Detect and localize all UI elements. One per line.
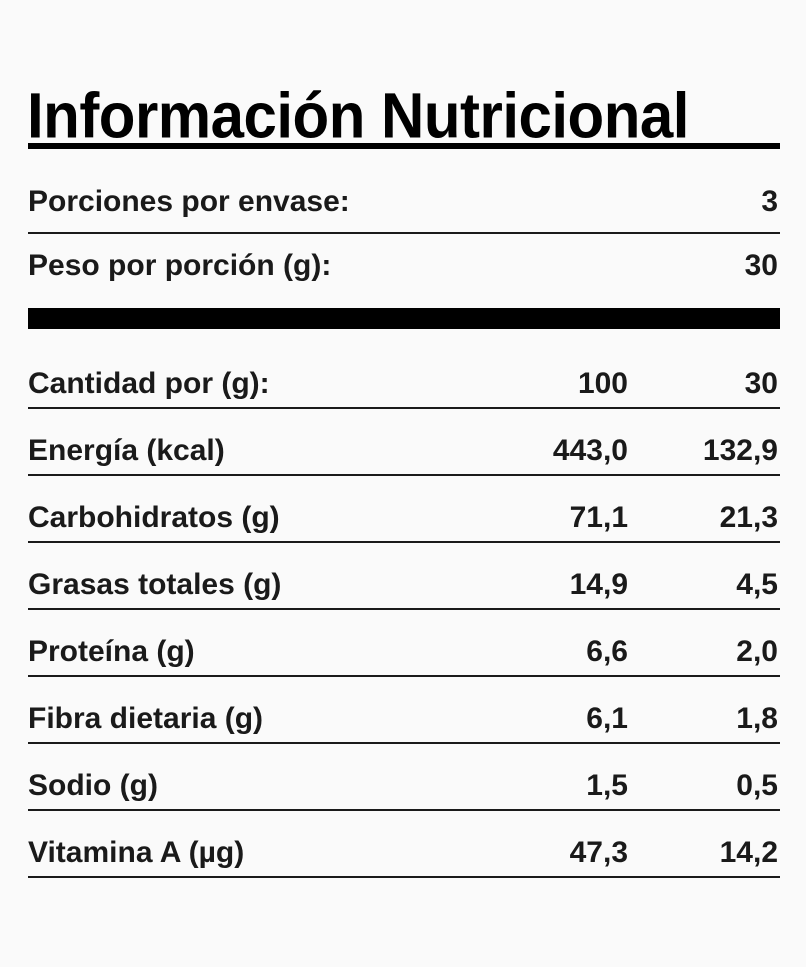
row-divider — [28, 809, 780, 811]
nutrient-label: Sodio (g) — [28, 769, 158, 802]
table-row-carbohydrates: Carbohidratos (g) 71,1 21,3 — [28, 498, 780, 538]
row-divider — [28, 407, 780, 409]
row-divider — [28, 608, 780, 610]
table-row-protein: Proteína (g) 6,6 2,0 — [28, 632, 780, 672]
thick-divider — [28, 308, 780, 329]
portions-label: Porciones por envase: — [28, 185, 350, 218]
label-title: Información Nutricional — [27, 80, 689, 152]
value-per-100: 71,1 — [569, 501, 628, 534]
table-row-energy: Energía (kcal) 443,0 132,9 — [28, 431, 780, 471]
value-per-portion: 4,5 — [736, 568, 778, 601]
table-row-sodium: Sodio (g) 1,5 0,5 — [28, 766, 780, 806]
nutrient-label: Energía (kcal) — [28, 434, 225, 467]
value-per-100: 6,1 — [586, 702, 628, 735]
table-row-vitamin-a: Vitamina A (µg) 47,3 14,2 — [28, 833, 780, 873]
value-per-100: 47,3 — [569, 836, 628, 869]
portions-row: Porciones por envase: 3 — [28, 182, 780, 222]
nutrient-label: Fibra dietaria (g) — [28, 702, 264, 735]
value-per-portion: 1,8 — [736, 702, 778, 735]
table-header-row: Cantidad por (g): 100 30 — [28, 364, 780, 404]
header-col-100: 100 — [577, 367, 628, 400]
row-divider — [28, 742, 780, 744]
serving-weight-row: Peso por porción (g): 30 — [28, 246, 780, 286]
nutrient-label: Vitamina A (µg) — [28, 836, 245, 869]
nutrient-label: Carbohidratos (g) — [28, 501, 280, 534]
row-divider — [28, 876, 780, 878]
table-row-total-fat: Grasas totales (g) 14,9 4,5 — [28, 565, 780, 605]
table-row-fiber: Fibra dietaria (g) 6,1 1,8 — [28, 699, 780, 739]
value-per-portion: 21,3 — [719, 501, 778, 534]
value-per-portion: 132,9 — [702, 434, 778, 467]
value-per-100: 6,6 — [586, 635, 628, 668]
serving-weight-label: Peso por porción (g): — [28, 249, 332, 282]
row-divider — [28, 675, 780, 677]
row-divider — [28, 541, 780, 543]
serving-weight-value: 30 — [744, 249, 778, 282]
nutrient-label: Grasas totales (g) — [28, 568, 282, 601]
value-per-100: 1,5 — [586, 769, 628, 802]
row-divider — [28, 474, 780, 476]
value-per-100: 443,0 — [552, 434, 628, 467]
value-per-100: 14,9 — [569, 568, 628, 601]
row-divider — [28, 232, 780, 234]
header-col-portion: 30 — [744, 367, 778, 400]
value-per-portion: 14,2 — [719, 836, 778, 869]
portions-value: 3 — [761, 185, 778, 218]
value-per-portion: 0,5 — [736, 769, 778, 802]
title-divider — [28, 143, 780, 149]
header-label: Cantidad por (g): — [28, 367, 270, 400]
nutrient-label: Proteína (g) — [28, 635, 195, 668]
value-per-portion: 2,0 — [736, 635, 778, 668]
